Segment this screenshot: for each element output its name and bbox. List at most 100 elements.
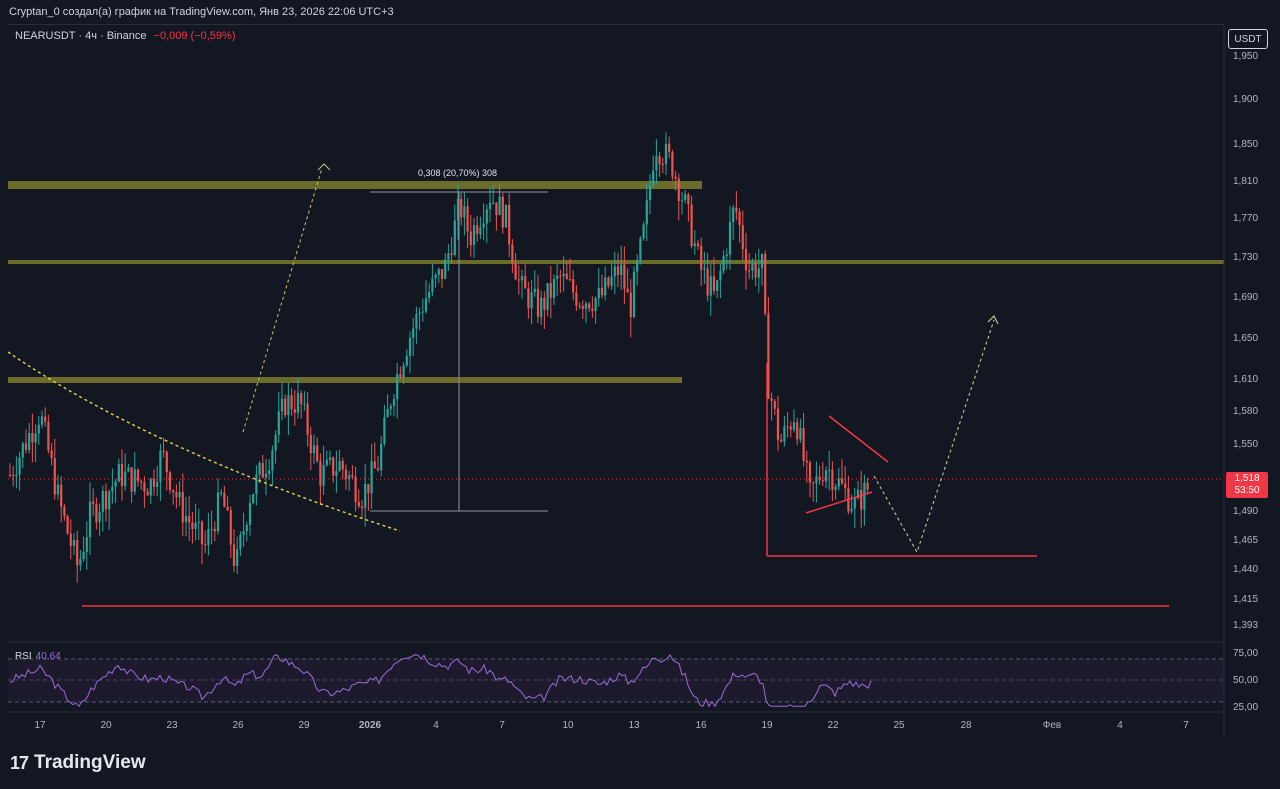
candle-body	[210, 528, 213, 530]
candle-body	[412, 328, 415, 338]
price-tick-label: 1,730	[1233, 252, 1258, 263]
candle-body	[120, 464, 124, 487]
resistance-zone[interactable]	[8, 181, 702, 189]
bar-countdown: 53:50	[1234, 485, 1260, 496]
candle-body	[639, 238, 642, 261]
candle-body	[584, 303, 588, 309]
candle-body	[620, 264, 623, 276]
candle-body	[223, 492, 226, 508]
projected-path[interactable]	[873, 319, 995, 554]
candle-body	[207, 529, 210, 545]
candle-body	[632, 271, 636, 317]
triangle-upper[interactable]	[828, 415, 889, 463]
candle-body	[831, 469, 834, 490]
time-tick-label: 2026	[359, 720, 382, 731]
currency-button[interactable]: USDT	[1228, 29, 1268, 49]
candle-body	[776, 408, 780, 440]
price-tick-label: 1,440	[1233, 564, 1258, 575]
candle-body	[15, 474, 18, 477]
candle-body	[380, 443, 383, 471]
price-tick-label: 1,393	[1233, 620, 1258, 631]
candle-body	[805, 460, 808, 463]
candle-body	[456, 198, 460, 221]
candle-body	[143, 482, 146, 492]
time-tick-label: 19	[761, 720, 773, 731]
time-tick-label: 4	[1117, 720, 1123, 731]
candle-body	[821, 480, 824, 482]
candle-body	[812, 482, 815, 484]
triangle-lower[interactable]	[805, 491, 873, 514]
candle-body	[296, 393, 300, 413]
candle-body	[140, 481, 143, 483]
candle-body	[853, 498, 856, 509]
candle-body	[504, 204, 508, 228]
candle-body	[40, 416, 44, 425]
time-tick-label: 7	[1183, 720, 1189, 731]
tradingview-logo[interactable]: 17 TradingView	[10, 751, 146, 775]
candle-body	[732, 207, 735, 223]
candle-body	[18, 457, 21, 475]
candle-body	[434, 274, 437, 279]
candle-body	[780, 439, 783, 442]
candle-body	[236, 549, 239, 566]
candle-body	[664, 143, 668, 165]
candle-body	[453, 220, 456, 256]
rsi-legend[interactable]: RSI 40,64	[15, 651, 61, 662]
time-tick-label: 20	[100, 720, 112, 731]
candle-body	[514, 263, 517, 280]
time-tick-label: 4	[433, 720, 439, 731]
candle-body	[565, 273, 568, 280]
candle-body	[421, 311, 424, 313]
candle-body	[124, 471, 127, 487]
candle-body	[95, 504, 98, 523]
candle-body	[524, 276, 527, 289]
candle-body	[280, 398, 284, 412]
candle-body	[444, 259, 447, 279]
candle-body	[114, 481, 117, 487]
candle-body	[575, 292, 578, 306]
candle-body	[63, 506, 66, 517]
projection-line[interactable]	[242, 167, 323, 433]
candle-body	[8, 474, 12, 476]
price-tick-label: 1,650	[1233, 333, 1258, 344]
candle-body	[738, 211, 741, 226]
candle-body	[450, 253, 453, 256]
candle-body	[652, 170, 655, 186]
candle-body	[479, 227, 482, 235]
candle-body	[712, 276, 716, 291]
projection-arrow-icon	[317, 163, 331, 171]
symbol-legend[interactable]: NEARUSDT · 4ч · Binance −0,009 (−0,59%)	[15, 30, 235, 42]
candle-body	[844, 483, 847, 489]
candle-body	[191, 522, 194, 529]
candle-body	[386, 408, 389, 418]
candle-body	[623, 264, 626, 289]
support-zone[interactable]	[8, 377, 682, 383]
time-tick-label: 16	[695, 720, 707, 731]
candle-body	[168, 472, 172, 490]
candle-body	[690, 204, 693, 246]
time-tick-label: 17	[34, 720, 46, 731]
footer	[0, 740, 1280, 789]
candle-body	[527, 288, 530, 309]
candle-body	[405, 355, 408, 366]
curved-trendline[interactable]	[8, 351, 401, 532]
candle-body	[328, 457, 332, 460]
candle-body	[789, 426, 792, 430]
candle-body	[488, 202, 492, 210]
candle-body	[751, 263, 754, 271]
measure-label: 0,308 (20,70%) 308	[418, 168, 497, 178]
resistance-level[interactable]	[8, 260, 1224, 264]
candle-body	[197, 521, 200, 523]
candle-body	[572, 279, 575, 293]
candle-body	[818, 476, 821, 481]
candle-body	[501, 196, 504, 228]
candle-body	[543, 297, 546, 310]
candle-body	[735, 207, 738, 212]
candle-body	[181, 492, 184, 523]
rsi-tick-label: 50,00	[1233, 675, 1258, 686]
candle-body	[178, 492, 181, 498]
candle-body	[850, 508, 853, 512]
candle-body	[764, 253, 767, 314]
candle-body	[808, 462, 812, 483]
